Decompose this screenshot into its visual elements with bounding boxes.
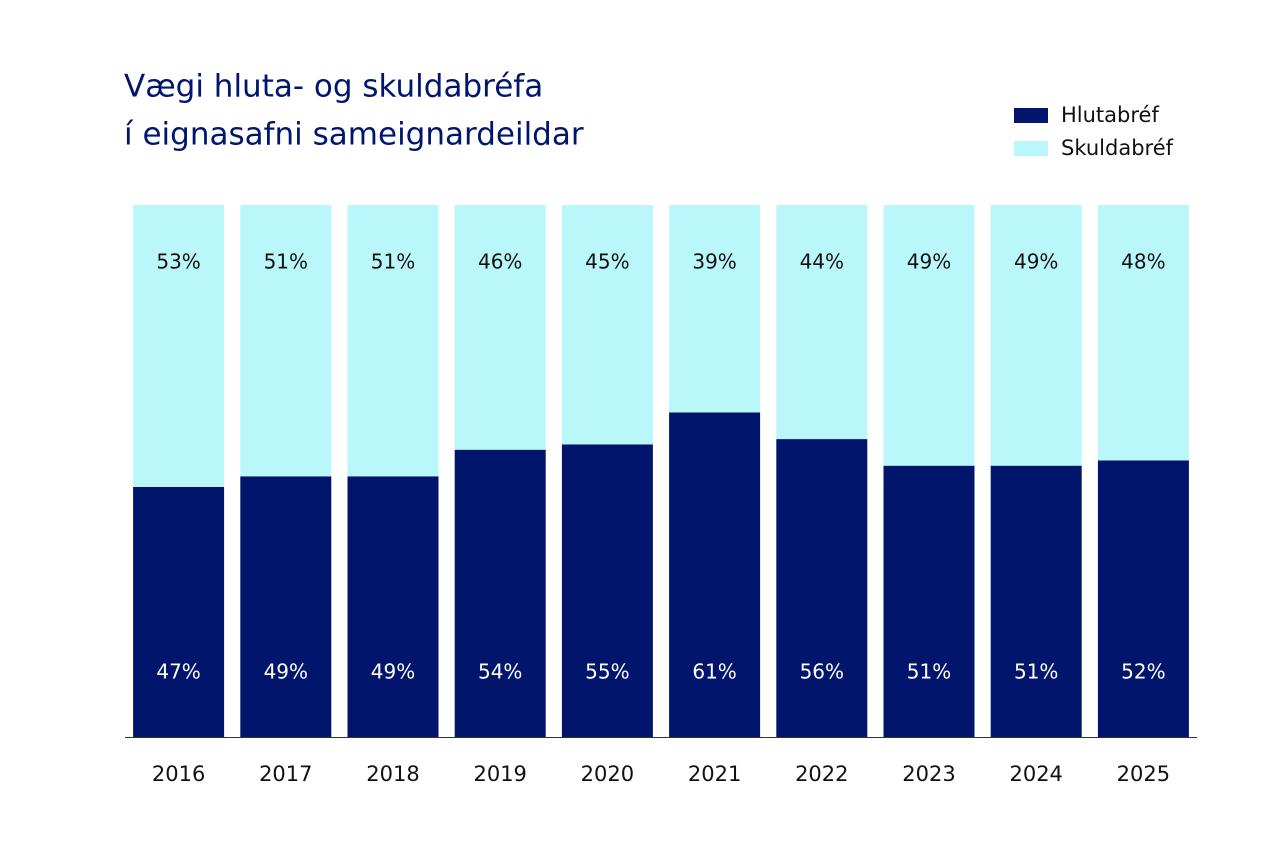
bar-segment (1097, 205, 1189, 461)
x-tick-label: 2017 (259, 762, 312, 786)
x-tick-label: 2021 (688, 762, 741, 786)
bar-segment (990, 205, 1082, 466)
data-label: 52% (1121, 660, 1165, 684)
data-label: 46% (478, 250, 522, 274)
data-label: 45% (585, 250, 629, 274)
data-label: 53% (156, 250, 200, 274)
bar-segment (454, 205, 546, 450)
legend-label: Skuldabréf (1061, 136, 1174, 160)
data-label: 47% (156, 660, 200, 684)
legend-swatch (1014, 108, 1048, 123)
data-label: 49% (1014, 250, 1058, 274)
legend-swatch (1014, 141, 1048, 156)
x-tick-label: 2020 (581, 762, 634, 786)
bar-segment (776, 205, 868, 440)
chart-title: Vægi hluta- og skuldabréfa (124, 69, 543, 105)
legend-label: Hlutabréf (1061, 103, 1159, 127)
data-label: 61% (692, 660, 736, 684)
bar-segment (133, 205, 225, 487)
x-tick-label: 2019 (473, 762, 526, 786)
bar-segment (1097, 460, 1189, 737)
bar-segment (240, 205, 332, 477)
x-tick-label: 2023 (902, 762, 955, 786)
bar-segment (133, 486, 225, 737)
data-label: 49% (264, 660, 308, 684)
bar-segment (883, 205, 975, 466)
data-label: 51% (371, 250, 415, 274)
bar-segment (776, 439, 868, 737)
chart-title: í eignasafni sameignardeildar (124, 117, 584, 153)
bar-segment (669, 205, 761, 413)
data-label: 51% (264, 250, 308, 274)
data-label: 39% (692, 250, 736, 274)
x-tick-label: 2018 (366, 762, 419, 786)
bar-segment (669, 412, 761, 737)
bar-segment (347, 476, 439, 737)
bar-segment (883, 465, 975, 737)
data-label: 44% (800, 250, 844, 274)
bar-segment (561, 444, 653, 737)
x-tick-label: 2022 (795, 762, 848, 786)
bar-segment (990, 465, 1082, 737)
data-label: 55% (585, 660, 629, 684)
data-label: 49% (907, 250, 951, 274)
data-label: 51% (907, 660, 951, 684)
x-tick-label: 2016 (152, 762, 205, 786)
bar-segment (347, 205, 439, 477)
data-label: 54% (478, 660, 522, 684)
data-label: 56% (800, 660, 844, 684)
x-tick-label: 2025 (1117, 762, 1170, 786)
data-label: 48% (1121, 250, 1165, 274)
data-label: 51% (1014, 660, 1058, 684)
bar-segment (240, 476, 332, 737)
data-label: 49% (371, 660, 415, 684)
bar-segment (561, 205, 653, 445)
x-tick-label: 2024 (1009, 762, 1062, 786)
bar-segment (454, 449, 546, 737)
